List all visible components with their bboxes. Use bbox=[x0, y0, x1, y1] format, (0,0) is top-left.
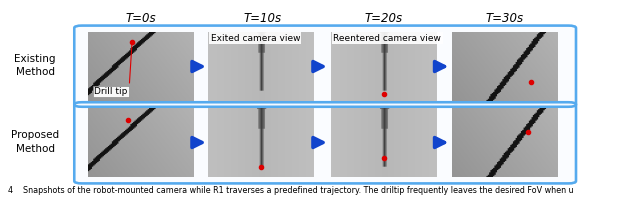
Text: Drill tip: Drill tip bbox=[94, 87, 127, 96]
Text: Exited camera view: Exited camera view bbox=[211, 34, 300, 43]
Text: T=20s: T=20s bbox=[365, 12, 403, 25]
Text: T=10s: T=10s bbox=[243, 12, 282, 25]
Text: T=0s: T=0s bbox=[125, 12, 156, 25]
FancyBboxPatch shape bbox=[74, 26, 576, 107]
Text: Proposed
Method: Proposed Method bbox=[11, 130, 60, 154]
Text: Reentered camera view: Reentered camera view bbox=[333, 34, 442, 43]
FancyBboxPatch shape bbox=[74, 102, 576, 183]
Text: Existing
Method: Existing Method bbox=[15, 54, 56, 77]
Text: T=30s: T=30s bbox=[485, 12, 524, 25]
Text: 4    Snapshots of the robot-mounted camera while R1 traverses a predefined traje: 4 Snapshots of the robot-mounted camera … bbox=[8, 186, 573, 195]
